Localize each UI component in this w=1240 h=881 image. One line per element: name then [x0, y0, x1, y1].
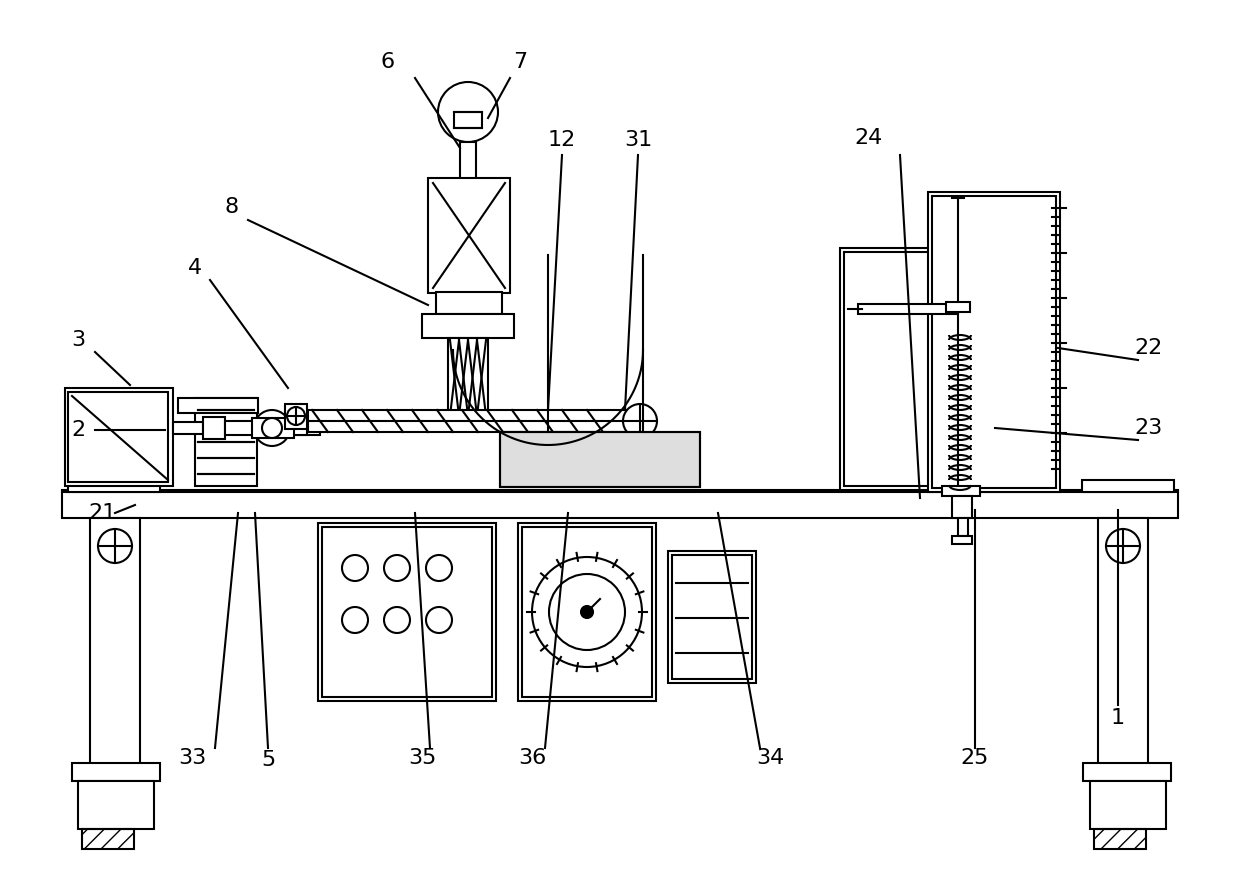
Bar	[308, 410, 639, 432]
Bar	[62, 490, 1178, 518]
Bar	[322, 527, 492, 697]
Text: 3: 3	[71, 330, 86, 350]
Circle shape	[384, 607, 410, 633]
Text: 36: 36	[518, 748, 546, 768]
Bar	[68, 480, 160, 492]
Bar	[448, 338, 489, 418]
Circle shape	[532, 557, 642, 667]
Bar	[959, 518, 968, 536]
Circle shape	[286, 407, 305, 425]
Bar	[1094, 829, 1146, 849]
Circle shape	[342, 607, 368, 633]
Text: 23: 23	[1133, 418, 1162, 438]
Text: 35: 35	[408, 748, 436, 768]
Circle shape	[254, 410, 290, 446]
Circle shape	[98, 529, 131, 563]
Bar	[928, 192, 1060, 492]
Bar	[844, 252, 985, 486]
Bar	[858, 304, 959, 314]
Text: 1: 1	[1111, 708, 1125, 728]
Bar	[289, 421, 308, 435]
Text: 31: 31	[624, 130, 652, 150]
Text: 6: 6	[381, 52, 396, 72]
Bar	[64, 388, 174, 486]
Bar	[78, 781, 154, 829]
Bar	[454, 112, 482, 128]
Text: 12: 12	[548, 130, 577, 150]
Text: 2: 2	[71, 420, 86, 440]
Bar	[203, 417, 224, 439]
Bar	[252, 418, 294, 438]
Bar	[839, 248, 988, 490]
Text: 33: 33	[177, 748, 206, 768]
Bar	[179, 398, 258, 413]
Circle shape	[427, 555, 453, 581]
Bar	[932, 196, 1056, 488]
Bar	[224, 421, 320, 435]
Circle shape	[622, 404, 657, 438]
Bar	[422, 314, 515, 338]
Bar	[500, 432, 701, 487]
Text: 8: 8	[224, 197, 239, 217]
Text: 34: 34	[756, 748, 784, 768]
Circle shape	[384, 555, 410, 581]
Bar	[500, 432, 701, 487]
Bar	[1083, 480, 1174, 492]
Bar	[91, 518, 140, 778]
Text: 25: 25	[961, 748, 990, 768]
Bar	[68, 392, 167, 482]
Text: 22: 22	[1133, 338, 1162, 358]
Circle shape	[582, 606, 593, 618]
Text: 4: 4	[188, 258, 202, 278]
Bar	[195, 398, 257, 486]
Bar	[285, 404, 308, 429]
Bar	[82, 829, 134, 849]
Bar	[672, 555, 751, 679]
Bar	[428, 178, 510, 293]
Circle shape	[549, 574, 625, 650]
Bar	[942, 486, 980, 496]
Bar	[1090, 781, 1166, 829]
Bar	[174, 422, 203, 434]
Bar	[668, 551, 756, 683]
Bar	[952, 496, 972, 518]
Text: 5: 5	[260, 750, 275, 770]
Bar	[952, 536, 972, 544]
Bar	[317, 523, 496, 701]
Circle shape	[1106, 529, 1140, 563]
Circle shape	[427, 607, 453, 633]
Text: 7: 7	[513, 52, 527, 72]
Bar	[460, 142, 476, 180]
Text: 21: 21	[88, 503, 117, 523]
Bar	[1097, 518, 1148, 778]
Bar	[1083, 763, 1171, 781]
Text: 24: 24	[854, 128, 882, 148]
Bar	[946, 302, 970, 312]
Circle shape	[438, 82, 498, 142]
Bar	[436, 292, 502, 314]
Bar	[522, 527, 652, 697]
Circle shape	[342, 555, 368, 581]
Circle shape	[262, 418, 281, 438]
Bar	[72, 763, 160, 781]
Bar	[518, 523, 656, 701]
